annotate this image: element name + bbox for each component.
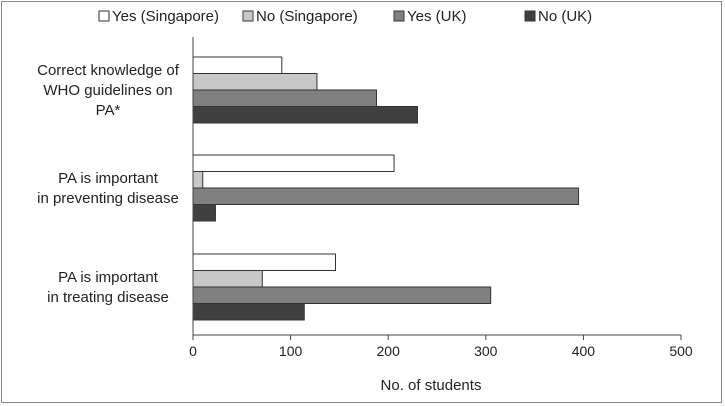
legend-label-yes-uk: Yes (UK) [407, 8, 466, 25]
x-tick-label: 200 [377, 343, 401, 359]
category-label-1: Correct knowledge of WHO guidelines on PA* [37, 62, 180, 119]
category-label-line: PA is important [58, 170, 159, 187]
legend-swatch-yes-singapore [98, 10, 110, 22]
bar-yes-singapore-3 [192, 253, 336, 271]
x-tick-label: 0 [189, 343, 197, 359]
bar-no-singapore-1 [192, 73, 318, 91]
bar-no-singapore-3 [192, 270, 263, 288]
bars [192, 56, 580, 321]
x-tick-label: 500 [669, 343, 693, 359]
category-label-2: PA is important in preventing disease [37, 170, 179, 207]
bar-yes-uk-3 [192, 286, 492, 304]
legend-label-yes-singapore: Yes (Singapore) [112, 8, 219, 25]
bar-yes-uk-1 [192, 89, 377, 107]
category-label-line: in preventing disease [37, 190, 179, 207]
bar-no-singapore-2 [192, 171, 204, 189]
category-label-3: PA is important in treating disease [47, 269, 169, 306]
category-label-line: in treating disease [47, 289, 169, 306]
category-label-line: PA is important [58, 269, 159, 286]
bar-no-uk-2 [192, 204, 216, 222]
legend: Yes (Singapore) No (Singapore) Yes (UK) No … [98, 8, 592, 25]
legend-swatch-no-singapore [242, 10, 254, 22]
legend-swatch-yes-uk [393, 10, 405, 22]
bar-yes-singapore-1 [192, 56, 283, 74]
legend-label-no-uk: No (UK) [538, 8, 592, 25]
category-label-line: PA* [96, 102, 121, 119]
bar-yes-singapore-2 [192, 154, 395, 172]
bar-yes-uk-2 [192, 187, 580, 205]
x-tick-label: 100 [279, 343, 303, 359]
category-label-line: WHO guidelines on [43, 82, 172, 99]
category-label-line: Correct knowledge of [37, 62, 180, 79]
legend-swatch-no-uk [524, 10, 536, 22]
category-labels: Correct knowledge of WHO guidelines on PA*… [37, 62, 180, 306]
legend-label-no-singapore: No (Singapore) [256, 8, 358, 25]
x-tick-label: 300 [474, 343, 498, 359]
x-axis-title: No. of students [381, 377, 482, 394]
x-tick-label: 400 [572, 343, 596, 359]
bar-no-uk-3 [192, 303, 305, 321]
x-axis: 0 100 200 300 400 500 [189, 37, 693, 359]
bar-no-uk-1 [192, 106, 418, 124]
